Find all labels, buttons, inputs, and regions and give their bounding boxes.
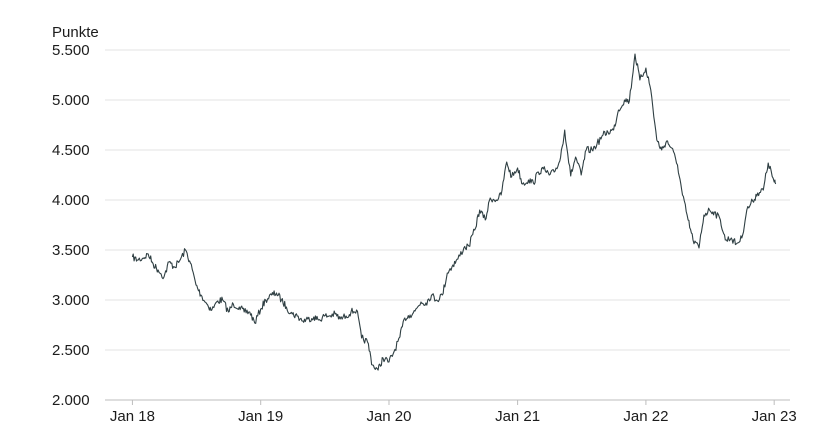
y-tick-label: 3.000 <box>52 292 90 309</box>
y-tick-label: 3.500 <box>52 242 90 259</box>
x-tick-label: Jan 21 <box>495 408 540 425</box>
y-tick-label: 5.500 <box>52 42 90 59</box>
x-tick-label: Jan 18 <box>110 408 155 425</box>
y-tick-label: 2.500 <box>52 342 90 359</box>
y-axis-ticks: 2.000 2.500 3.000 3.500 4.000 4.500 5.000 5.500 <box>52 42 90 409</box>
y-tick-label: 5.000 <box>52 92 90 109</box>
y-tick-label: 2.000 <box>52 392 90 409</box>
series-line <box>131 53 777 371</box>
x-tick-label: Jan 20 <box>366 408 411 425</box>
y-axis-unit-label: Punkte <box>52 24 99 41</box>
y-tick-label: 4.000 <box>52 192 90 209</box>
gridlines <box>105 49 790 351</box>
y-tick-label: 4.500 <box>52 142 90 159</box>
x-tick-label: Jan 23 <box>752 408 797 425</box>
x-tick-label: Jan 19 <box>238 408 283 425</box>
x-axis-ticks: Jan 18 Jan 19 Jan 20 Jan 21 Jan 22 Jan 23 <box>110 400 797 425</box>
x-tick-label: Jan 22 <box>623 408 668 425</box>
